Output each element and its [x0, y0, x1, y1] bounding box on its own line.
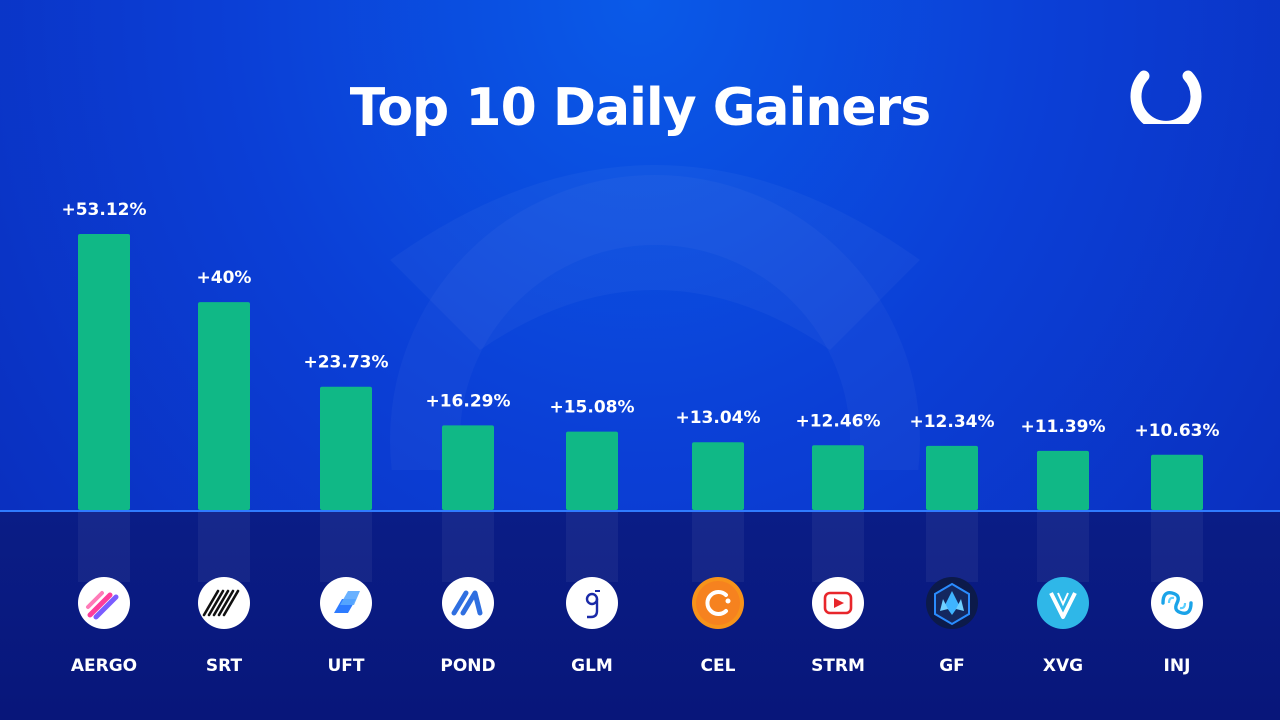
bar-reflection	[812, 512, 864, 582]
category-label: AERGO	[71, 656, 137, 676]
category-label: STRM	[811, 656, 865, 676]
coin-icons	[78, 577, 1203, 629]
bar-reflection	[78, 512, 130, 582]
value-label: +15.08%	[549, 398, 634, 418]
bar-srt	[198, 302, 250, 510]
page-title: Top 10 Daily Gainers	[349, 78, 931, 138]
category-label: POND	[440, 656, 495, 676]
bar-cel	[692, 442, 744, 510]
bar-reflection	[926, 512, 978, 582]
category-label: GF	[939, 656, 965, 676]
category-label: UFT	[327, 656, 364, 676]
category-label: GLM	[571, 656, 613, 676]
cel-coin-icon	[692, 577, 744, 629]
bar-reflection	[1151, 512, 1203, 582]
bar-inj	[1151, 454, 1203, 510]
value-label: +11.39%	[1020, 417, 1105, 437]
aergo-coin-icon	[78, 577, 130, 629]
bar-reflection	[198, 512, 250, 582]
value-label: +40%	[197, 268, 252, 288]
bars	[78, 234, 1203, 582]
bar-reflection	[566, 512, 618, 582]
value-label: +23.73%	[303, 353, 388, 373]
value-label: +10.63%	[1134, 421, 1219, 441]
value-label: +12.46%	[795, 411, 880, 431]
category-label: SRT	[206, 656, 243, 676]
bar-reflection	[320, 512, 372, 582]
bar-strm	[812, 445, 864, 510]
bar-uft	[320, 386, 372, 510]
bar-xvg	[1037, 450, 1089, 510]
category-label: INJ	[1164, 656, 1191, 676]
xvg-coin-icon	[1037, 577, 1089, 629]
gf-coin-icon	[926, 577, 978, 629]
bar-reflection	[442, 512, 494, 582]
category-label: XVG	[1043, 656, 1083, 676]
ring-logo-icon	[1130, 70, 1202, 124]
category-label: CEL	[701, 656, 736, 676]
pond-coin-icon	[442, 577, 494, 629]
value-label: +16.29%	[425, 391, 510, 411]
glm-coin-icon	[566, 577, 618, 629]
uft-coin-icon	[320, 577, 372, 629]
category-labels: AERGO SRT UFT POND GLM CEL STRM GF XVG INJ	[71, 656, 1191, 676]
srt-coin-icon	[198, 577, 250, 629]
bar-reflection	[1037, 512, 1089, 582]
chart-baseline	[0, 510, 1280, 512]
bar-reflection	[692, 512, 744, 582]
value-label: +53.12%	[61, 200, 146, 220]
value-label: +13.04%	[675, 408, 760, 428]
value-label: +12.34%	[909, 412, 994, 432]
inj-coin-icon	[1151, 577, 1203, 629]
bar-aergo	[78, 234, 130, 510]
bar-glm	[566, 431, 618, 510]
bar-gf	[926, 445, 978, 510]
bar-pond	[442, 425, 494, 510]
value-labels: +53.12% +40% +23.73% +16.29% +15.08% +13.04% +…	[61, 200, 1219, 441]
strm-coin-icon	[812, 577, 864, 629]
